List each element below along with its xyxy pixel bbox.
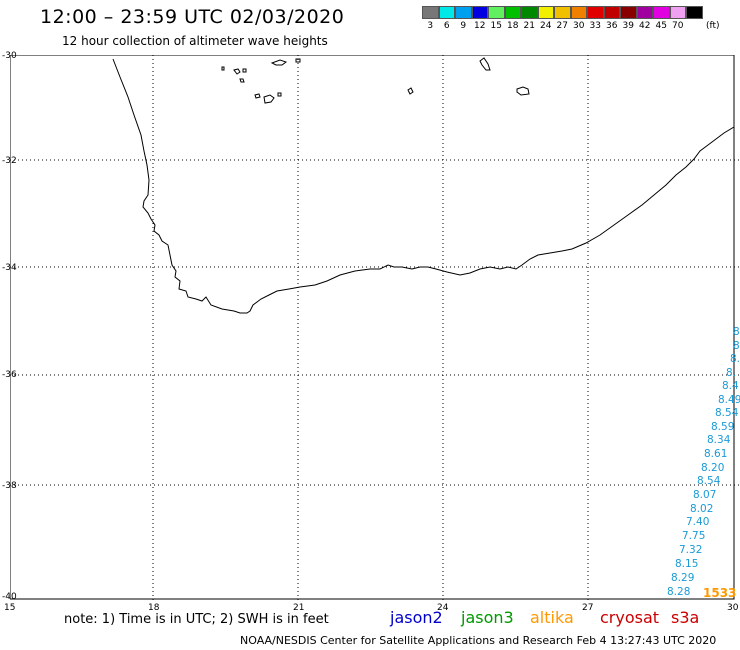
legend-s3a: s3a bbox=[671, 608, 700, 627]
color-scale-label: 6 bbox=[443, 21, 450, 31]
swh-reading: 8.54 bbox=[697, 475, 721, 487]
lat-label: -30 bbox=[2, 51, 17, 61]
color-swatch bbox=[570, 6, 587, 19]
lon-label: 18 bbox=[148, 603, 160, 613]
color-scale-label: 3 bbox=[427, 21, 434, 31]
graticule bbox=[10, 55, 740, 600]
color-swatch bbox=[422, 6, 439, 19]
color-swatch bbox=[471, 6, 488, 19]
lon-label: 21 bbox=[293, 603, 305, 613]
color-scale-label: 24 bbox=[540, 21, 552, 31]
color-scale-label: 21 bbox=[523, 21, 535, 31]
legend-cryosat: cryosat bbox=[600, 608, 660, 627]
color-swatch bbox=[686, 6, 703, 19]
swh-reading: 8.4 bbox=[722, 380, 739, 392]
color-scale-label: 39 bbox=[622, 21, 634, 31]
color-swatch bbox=[554, 6, 571, 19]
swh-reading: 8 bbox=[733, 326, 740, 338]
lat-label: -38 bbox=[2, 481, 17, 491]
color-scale-unit: (ft) bbox=[706, 21, 720, 31]
color-scale-label: 27 bbox=[556, 21, 568, 31]
color-swatch bbox=[620, 6, 637, 19]
lon-label: 15 bbox=[4, 603, 16, 613]
color-scale-label: 15 bbox=[490, 21, 502, 31]
pass-time-label: 1533 bbox=[703, 586, 737, 600]
map-title: 12:00 – 23:59 UTC 02/03/2020 bbox=[40, 6, 345, 28]
swh-reading: 8 bbox=[733, 340, 740, 352]
swh-reading: 8. bbox=[730, 353, 740, 365]
swh-reading: 8.28 bbox=[667, 586, 691, 598]
swh-reading: 8.15 bbox=[675, 558, 699, 570]
legend-jason2: jason2 bbox=[390, 608, 443, 627]
coastline bbox=[112, 58, 735, 314]
swh-reading: 8.20 bbox=[701, 462, 725, 474]
color-scale-label: 70 bbox=[672, 21, 684, 31]
lon-label: 30 bbox=[727, 603, 739, 613]
color-scale-labels: 3 6 9 12 15 18 21 24 27 30 33 36 39 42 45 70 bbox=[422, 21, 686, 31]
color-swatch bbox=[438, 6, 455, 19]
color-scale-label: 36 bbox=[606, 21, 618, 31]
color-swatch bbox=[521, 6, 538, 19]
lon-label: 27 bbox=[582, 603, 594, 613]
color-scale-label: 30 bbox=[573, 21, 585, 31]
color-swatch bbox=[587, 6, 604, 19]
lat-label: -34 bbox=[2, 263, 17, 273]
color-scale-label: 18 bbox=[507, 21, 519, 31]
lat-label: -32 bbox=[2, 156, 17, 166]
swh-reading: 8.49 bbox=[718, 394, 740, 406]
swh-reading: 8.61 bbox=[704, 448, 728, 460]
swh-reading: 7.32 bbox=[679, 544, 703, 556]
legend-jason3: jason3 bbox=[461, 608, 514, 627]
map-panel bbox=[10, 55, 740, 600]
lat-label: -36 bbox=[2, 370, 17, 380]
color-swatch bbox=[488, 6, 505, 19]
color-swatch bbox=[653, 6, 670, 19]
color-scale-label: 42 bbox=[639, 21, 651, 31]
swh-reading: 8.54 bbox=[715, 407, 739, 419]
color-swatch bbox=[537, 6, 554, 19]
map-subtitle: 12 hour collection of altimeter wave hei… bbox=[62, 34, 328, 48]
islands bbox=[221, 57, 530, 104]
footer-credit: NOAA/NESDIS Center for Satellite Applica… bbox=[240, 634, 717, 647]
color-swatch bbox=[603, 6, 620, 19]
color-scale bbox=[422, 6, 703, 19]
swh-reading: 8.34 bbox=[707, 434, 731, 446]
swh-reading: 8.02 bbox=[690, 503, 714, 515]
color-scale-label: 12 bbox=[474, 21, 486, 31]
map-frame bbox=[10, 55, 735, 600]
swh-reading: 7.40 bbox=[686, 516, 710, 528]
color-scale-label: 33 bbox=[589, 21, 601, 31]
color-swatch bbox=[636, 6, 653, 19]
swh-reading: 7.75 bbox=[682, 530, 706, 542]
color-scale-label: 9 bbox=[460, 21, 467, 31]
color-scale-label: 45 bbox=[655, 21, 667, 31]
color-swatch bbox=[504, 6, 521, 19]
legend-altika: altika bbox=[530, 608, 574, 627]
swh-reading: 8.29 bbox=[671, 572, 695, 584]
color-swatch bbox=[669, 6, 686, 19]
note-text: note: 1) Time is in UTC; 2) SWH is in fe… bbox=[64, 612, 329, 627]
swh-reading: 8.07 bbox=[693, 489, 717, 501]
lon-label: 24 bbox=[437, 603, 449, 613]
color-swatch bbox=[455, 6, 472, 19]
lat-label: -40 bbox=[2, 592, 17, 602]
swh-reading: 8.59 bbox=[711, 421, 735, 433]
swh-reading: 8. bbox=[726, 367, 737, 379]
